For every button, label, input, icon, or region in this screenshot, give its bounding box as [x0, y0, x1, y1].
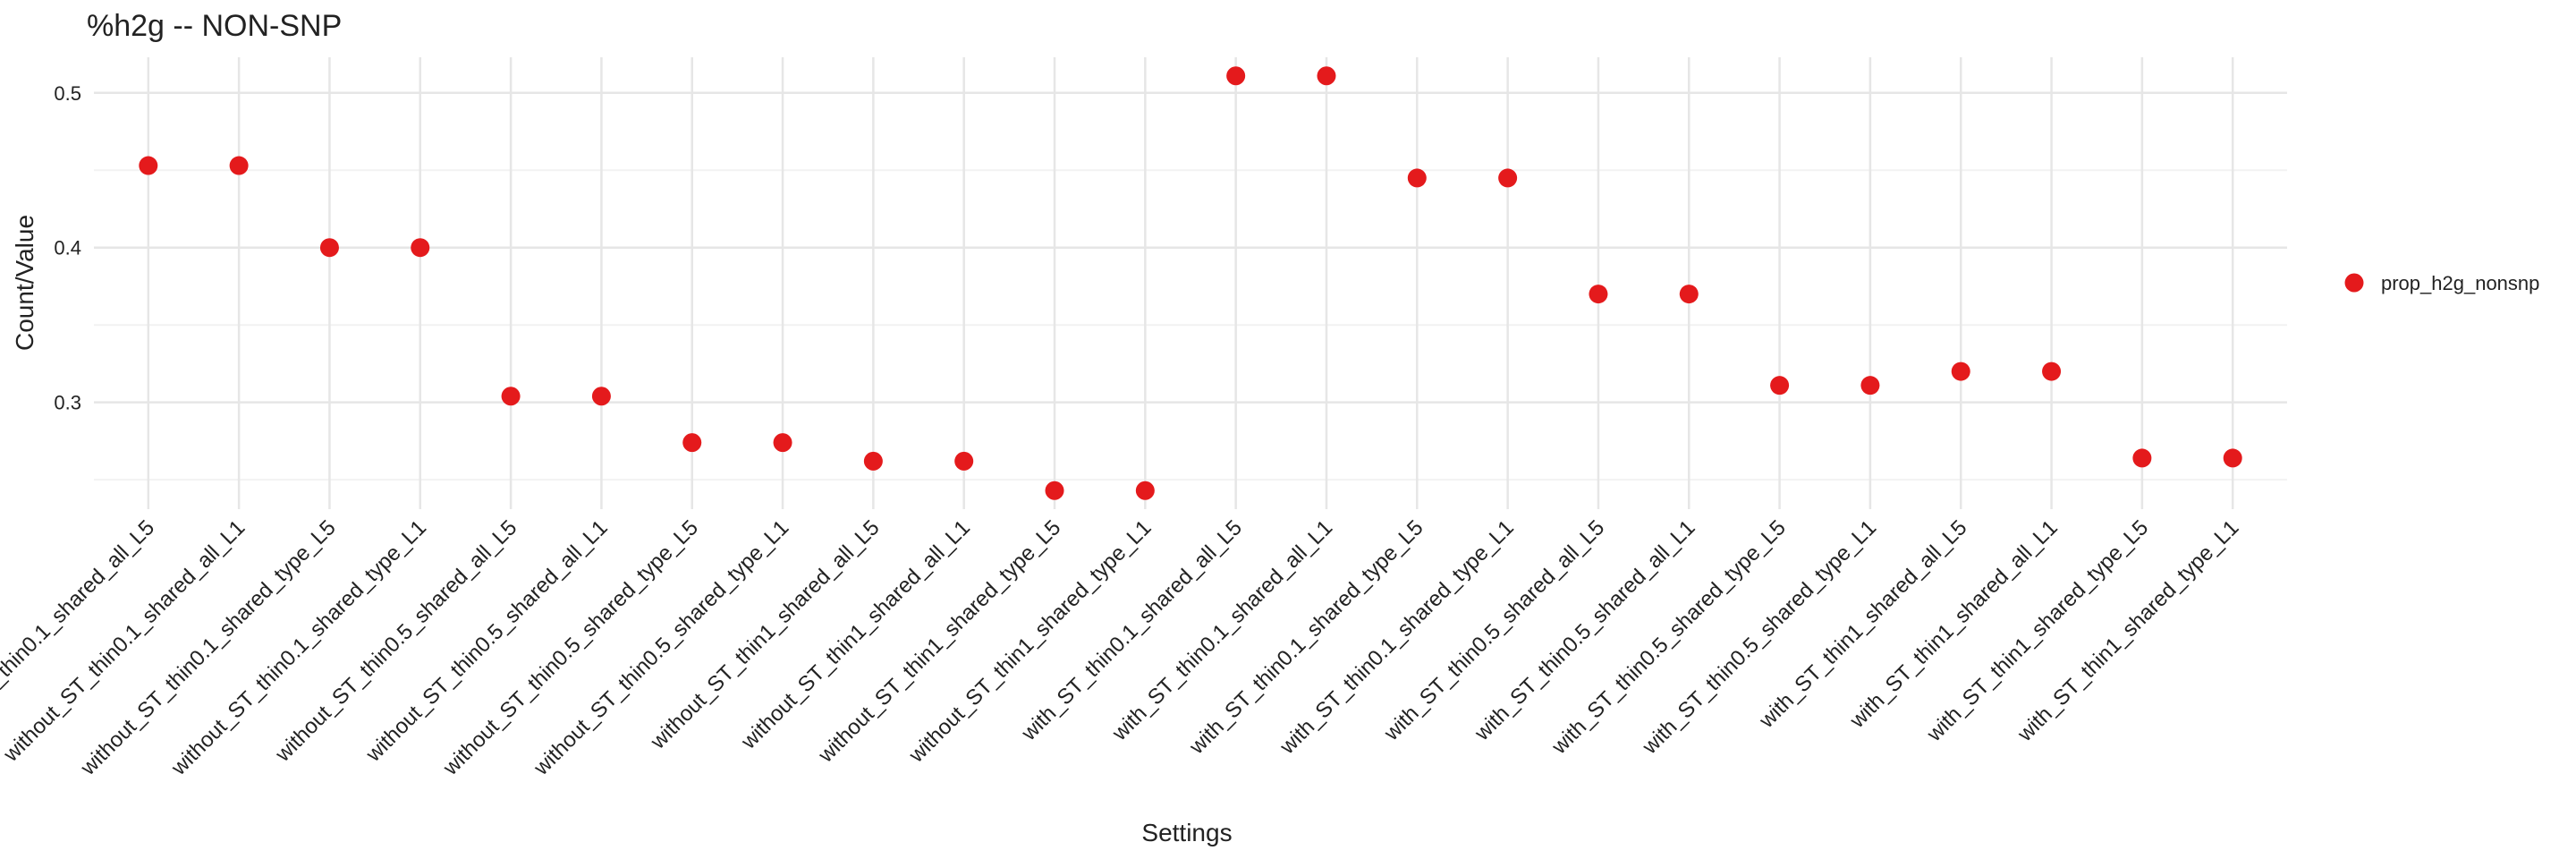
point — [229, 156, 249, 175]
legend-label: prop_h2g_nonsnp — [2381, 272, 2539, 294]
point — [1407, 168, 1427, 188]
point — [411, 238, 430, 258]
point — [1135, 481, 1155, 500]
y-axis-title: Count/Value — [11, 215, 38, 351]
y-tick-label: 0.4 — [54, 237, 81, 259]
point — [954, 451, 974, 471]
point — [1679, 285, 1699, 304]
point — [1226, 66, 1246, 86]
point — [1589, 285, 1608, 304]
point — [1770, 376, 1790, 395]
point — [1045, 481, 1064, 500]
point — [863, 451, 883, 471]
point — [2223, 448, 2242, 468]
point — [501, 387, 521, 406]
point — [1498, 168, 1518, 188]
x-axis-title: Settings — [1141, 819, 1232, 846]
grid — [94, 57, 2287, 509]
chart-title: %h2g -- NON-SNP — [87, 9, 342, 43]
point — [319, 238, 339, 258]
point — [1860, 376, 1880, 395]
y-tick-label: 0.3 — [54, 392, 81, 414]
point — [773, 433, 792, 453]
point — [139, 156, 158, 175]
y-tick-label: 0.5 — [54, 82, 81, 105]
point — [682, 433, 702, 453]
point — [2042, 361, 2062, 381]
point — [1317, 66, 1336, 86]
point — [1951, 361, 1970, 381]
point — [591, 387, 611, 406]
legend-marker — [2344, 273, 2364, 293]
point — [2132, 448, 2152, 468]
